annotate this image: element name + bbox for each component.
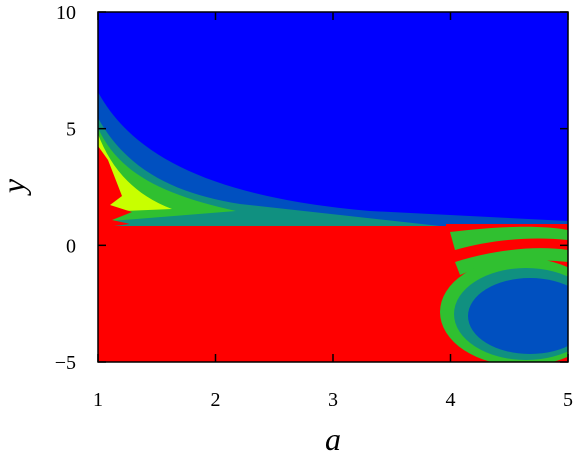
- y-tick-label: 0: [66, 235, 76, 257]
- x-tick-label: 5: [563, 389, 573, 411]
- y-tick-label: 10: [56, 2, 76, 24]
- plot-regions: [98, 12, 568, 362]
- x-tick-label: 4: [446, 389, 456, 411]
- x-tick-label: 2: [211, 389, 221, 411]
- y-tick-label: 5: [66, 119, 76, 141]
- x-tick-label: 3: [328, 389, 338, 411]
- x-axis-label: a: [325, 421, 341, 457]
- y-axis-label: y: [0, 178, 31, 196]
- y-tick-label: −5: [55, 352, 76, 374]
- x-tick-label: 1: [93, 389, 103, 411]
